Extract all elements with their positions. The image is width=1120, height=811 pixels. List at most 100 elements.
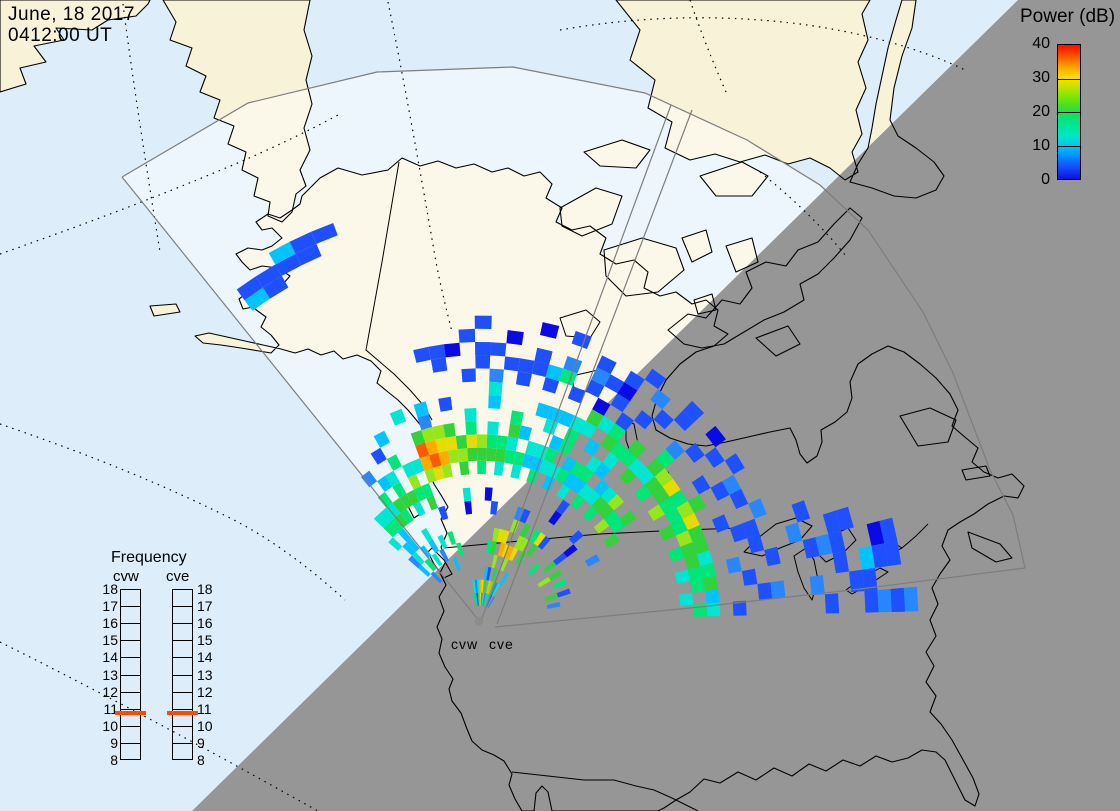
backscatter-cell	[543, 447, 559, 464]
backscatter-cell	[722, 474, 742, 495]
frequency-title: Frequency	[111, 549, 187, 566]
backscatter-cell	[802, 537, 820, 559]
ladder-rung	[173, 674, 192, 676]
backscatter-cell	[474, 315, 492, 329]
backscatter-cell	[653, 409, 674, 430]
backscatter-cell	[785, 522, 803, 544]
ladder-scale-number: 9	[110, 734, 118, 751]
backscatter-cell	[545, 364, 564, 382]
backscatter-cell	[400, 508, 414, 524]
backscatter-cell	[514, 535, 525, 550]
ladder-rung	[121, 606, 140, 608]
backscatter-cell	[268, 241, 296, 265]
backscatter-cell	[419, 545, 432, 559]
backscatter-cell	[673, 410, 695, 431]
backscatter-cell	[644, 368, 667, 390]
backscatter-cell	[385, 470, 400, 487]
backscatter-cell	[432, 465, 445, 481]
backscatter-cell	[603, 510, 620, 526]
ladder-scale-number: 12	[197, 683, 213, 700]
backscatter-cell	[684, 554, 701, 570]
backscatter-cell	[646, 458, 665, 477]
backscatter-cell	[822, 510, 841, 534]
backscatter-cell	[429, 452, 442, 468]
backscatter-cell	[236, 276, 263, 301]
ladder-rung	[121, 674, 140, 676]
backscatter-cell	[864, 590, 879, 613]
backscatter-cell	[487, 581, 494, 595]
backscatter-cell	[508, 547, 519, 562]
backscatter-cell	[394, 513, 409, 528]
backscatter-cell	[503, 356, 520, 372]
backscatter-cell	[428, 344, 446, 360]
backscatter-cell	[295, 243, 322, 266]
ladder-scale-number: 16	[197, 615, 213, 632]
backscatter-cell	[461, 368, 476, 383]
backscatter-cell	[603, 533, 620, 548]
backscatter-cell	[373, 430, 391, 448]
backscatter-cell	[483, 593, 488, 607]
backscatter-cell	[676, 501, 695, 519]
backscatter-cell	[397, 528, 412, 543]
radar-station-dot	[474, 616, 484, 626]
backscatter-cell	[724, 453, 745, 475]
backscatter-cell	[447, 449, 460, 464]
backscatter-cell	[486, 447, 497, 462]
backscatter-cell	[674, 569, 691, 584]
backscatter-cell	[741, 568, 758, 586]
ladder-scale-number: 12	[102, 683, 118, 700]
backscatter-cell	[518, 537, 529, 552]
backscatter-cell	[459, 461, 470, 476]
backscatter-cell	[725, 556, 742, 574]
backscatter-cell	[370, 447, 387, 465]
backscatter-cell	[687, 494, 706, 513]
ladder-scale-number: 9	[197, 734, 205, 751]
ladder-scale-number: 17	[197, 598, 213, 615]
backscatter-cell	[687, 566, 703, 582]
backscatter-cell	[658, 496, 677, 515]
backscatter-cell	[890, 587, 906, 612]
backscatter-cell	[490, 342, 507, 357]
backscatter-cell	[791, 500, 811, 523]
backscatter-cell	[474, 579, 478, 593]
backscatter-cell	[579, 421, 597, 439]
frequency-marker	[167, 710, 198, 715]
backscatter-cell	[548, 435, 564, 452]
backscatter-cell	[447, 531, 456, 545]
backscatter-cell	[729, 488, 749, 509]
backscatter-cell	[486, 567, 492, 581]
backscatter-cell	[255, 264, 282, 288]
backscatter-cell	[430, 357, 448, 373]
backscatter-cell	[537, 576, 551, 588]
backscatter-cell	[597, 503, 614, 519]
backscatter-cell	[473, 593, 478, 607]
backscatter-cell	[824, 593, 840, 614]
backscatter-cell	[417, 414, 433, 430]
backscatter-cell	[438, 505, 449, 521]
ladder-scale-number: 8	[110, 752, 118, 768]
backscatter-cell	[458, 328, 476, 343]
backscatter-cell	[815, 533, 833, 556]
backscatter-cell	[665, 440, 685, 460]
backscatter-cell	[835, 506, 854, 531]
backscatter-cell	[491, 568, 498, 582]
backscatter-cell	[555, 499, 570, 515]
backscatter-cell	[884, 540, 902, 567]
backscatter-cell	[533, 532, 546, 547]
backscatter-cell	[593, 462, 611, 480]
backscatter-cell	[496, 528, 505, 543]
radar-backscatter-cells	[236, 223, 919, 617]
backscatter-cell	[553, 578, 568, 589]
backscatter-cell	[421, 483, 434, 499]
backscatter-cell	[496, 435, 509, 450]
backscatter-cell	[871, 543, 889, 568]
backscatter-cell	[563, 544, 578, 558]
backscatter-cell	[607, 423, 626, 442]
backscatter-cell	[682, 512, 700, 531]
backscatter-cell	[747, 534, 765, 554]
backscatter-cell	[600, 434, 618, 452]
ladder-rung	[173, 623, 192, 625]
backscatter-cell	[650, 389, 671, 410]
backscatter-cell	[275, 253, 302, 276]
